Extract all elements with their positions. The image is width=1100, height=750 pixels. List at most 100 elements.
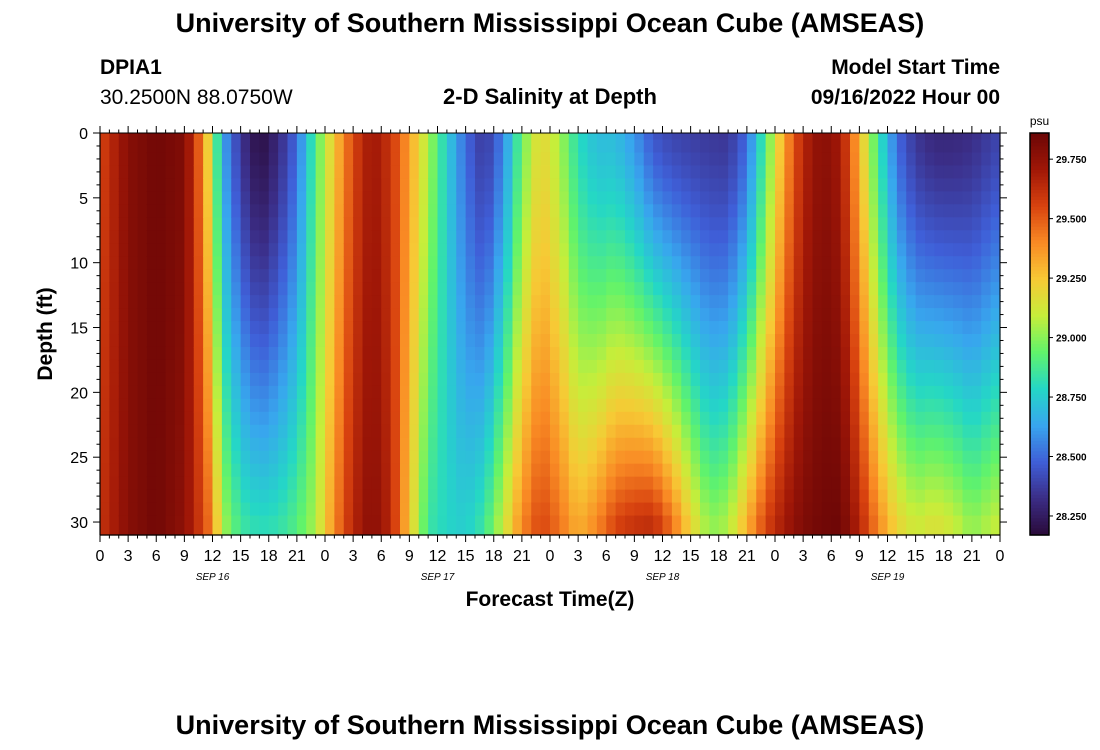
heatmap-cell — [465, 424, 476, 439]
heatmap-cell — [615, 450, 626, 465]
heatmap-cell — [943, 269, 954, 283]
heatmap-cell — [540, 359, 551, 374]
heatmap-cell — [550, 346, 560, 361]
heatmap-cell — [287, 489, 298, 504]
heatmap-cell — [221, 204, 232, 218]
heatmap-cell — [859, 346, 870, 361]
heatmap-cell — [287, 178, 298, 192]
heatmap-cell — [953, 243, 964, 257]
heatmap-cell — [915, 152, 926, 167]
heatmap-cell — [784, 437, 795, 452]
heatmap-cell — [681, 230, 692, 244]
heatmap-cell — [193, 139, 204, 154]
heatmap-cell — [278, 424, 289, 439]
heatmap-cell — [606, 385, 617, 400]
heatmap-cell — [925, 282, 935, 296]
heatmap-cell — [250, 334, 260, 348]
heatmap-cell — [550, 133, 560, 141]
heatmap-cell — [409, 346, 420, 361]
heatmap-cell — [456, 191, 467, 205]
heatmap-cell — [962, 204, 973, 218]
heatmap-cell — [118, 489, 129, 504]
heatmap-cell — [859, 463, 870, 478]
heatmap-cell — [746, 256, 757, 270]
heatmap-cell — [268, 256, 279, 270]
heatmap-cell — [840, 165, 851, 179]
heatmap-cell — [146, 321, 157, 335]
heatmap-cell — [334, 321, 345, 335]
heatmap-cell — [240, 359, 251, 374]
heatmap-cell — [418, 204, 429, 218]
heatmap-cell — [887, 139, 898, 154]
heatmap-cell — [400, 411, 410, 426]
heatmap-cell — [915, 515, 926, 536]
heatmap-cell — [690, 321, 701, 335]
heatmap-cell — [371, 165, 382, 179]
heatmap-cell — [521, 450, 532, 465]
heatmap-cell — [615, 502, 626, 517]
heatmap-cell — [840, 152, 851, 167]
heatmap-cell — [221, 269, 232, 283]
heatmap-cell — [550, 308, 560, 322]
heatmap-cell — [821, 437, 832, 452]
heatmap-cell — [737, 437, 748, 452]
x-axis-label: Forecast Time(Z) — [466, 588, 635, 611]
heatmap-cell — [784, 243, 795, 257]
heatmap-cell — [109, 463, 120, 478]
heatmap-cell — [756, 476, 767, 491]
heatmap-cell — [175, 346, 185, 361]
heatmap-cell — [625, 463, 635, 478]
heatmap-cell — [203, 295, 214, 309]
heatmap-cell — [484, 385, 495, 400]
heatmap-cell — [146, 346, 157, 361]
heatmap-cell — [503, 334, 514, 348]
heatmap-cell — [981, 346, 992, 361]
heatmap-cell — [512, 269, 523, 283]
colorbar-band — [1030, 350, 1049, 355]
heatmap-cell — [625, 450, 635, 465]
heatmap-cell — [531, 437, 542, 452]
heatmap-cell — [728, 489, 739, 504]
heatmap-cell — [812, 152, 823, 167]
heatmap-cell — [465, 359, 476, 374]
heatmap-cell — [587, 450, 598, 465]
heatmap-cell — [643, 308, 654, 322]
y-tick-label: 0 — [79, 126, 88, 143]
heatmap-cell — [203, 139, 214, 154]
heatmap-cell — [718, 515, 729, 536]
heatmap-cell — [962, 295, 973, 309]
heatmap-cell — [521, 463, 532, 478]
heatmap-cell — [615, 217, 626, 231]
heatmap-cell — [437, 411, 448, 426]
heatmap-cell — [259, 139, 270, 154]
heatmap-cell — [475, 398, 485, 413]
heatmap-cell — [971, 295, 982, 309]
heatmap-cell — [203, 346, 214, 361]
heatmap-cell — [756, 489, 767, 504]
heatmap-cell — [812, 372, 823, 387]
heatmap-cell — [128, 502, 139, 517]
heatmap-cell — [484, 424, 495, 439]
heatmap-cell — [137, 139, 148, 154]
heatmap-cell — [878, 502, 889, 517]
heatmap-cell — [428, 515, 439, 536]
heatmap-cell — [625, 269, 635, 283]
heatmap-cell — [128, 133, 139, 141]
heatmap-cell — [259, 217, 270, 231]
heatmap-cell — [803, 411, 814, 426]
heatmap-cell — [896, 230, 907, 244]
heatmap-cell — [184, 463, 195, 478]
heatmap-cell — [690, 385, 701, 400]
heatmap-cell — [943, 321, 954, 335]
heatmap-cell — [531, 476, 542, 491]
heatmap-cell — [784, 515, 795, 536]
heatmap-cell — [390, 191, 401, 205]
heatmap-cell — [746, 321, 757, 335]
heatmap-cell — [784, 502, 795, 517]
heatmap-cell — [503, 476, 514, 491]
heatmap-cell — [896, 133, 907, 141]
heatmap-cell — [643, 295, 654, 309]
heatmap-cell — [493, 152, 504, 167]
heatmap-cell — [831, 139, 842, 154]
heatmap-cell — [456, 463, 467, 478]
